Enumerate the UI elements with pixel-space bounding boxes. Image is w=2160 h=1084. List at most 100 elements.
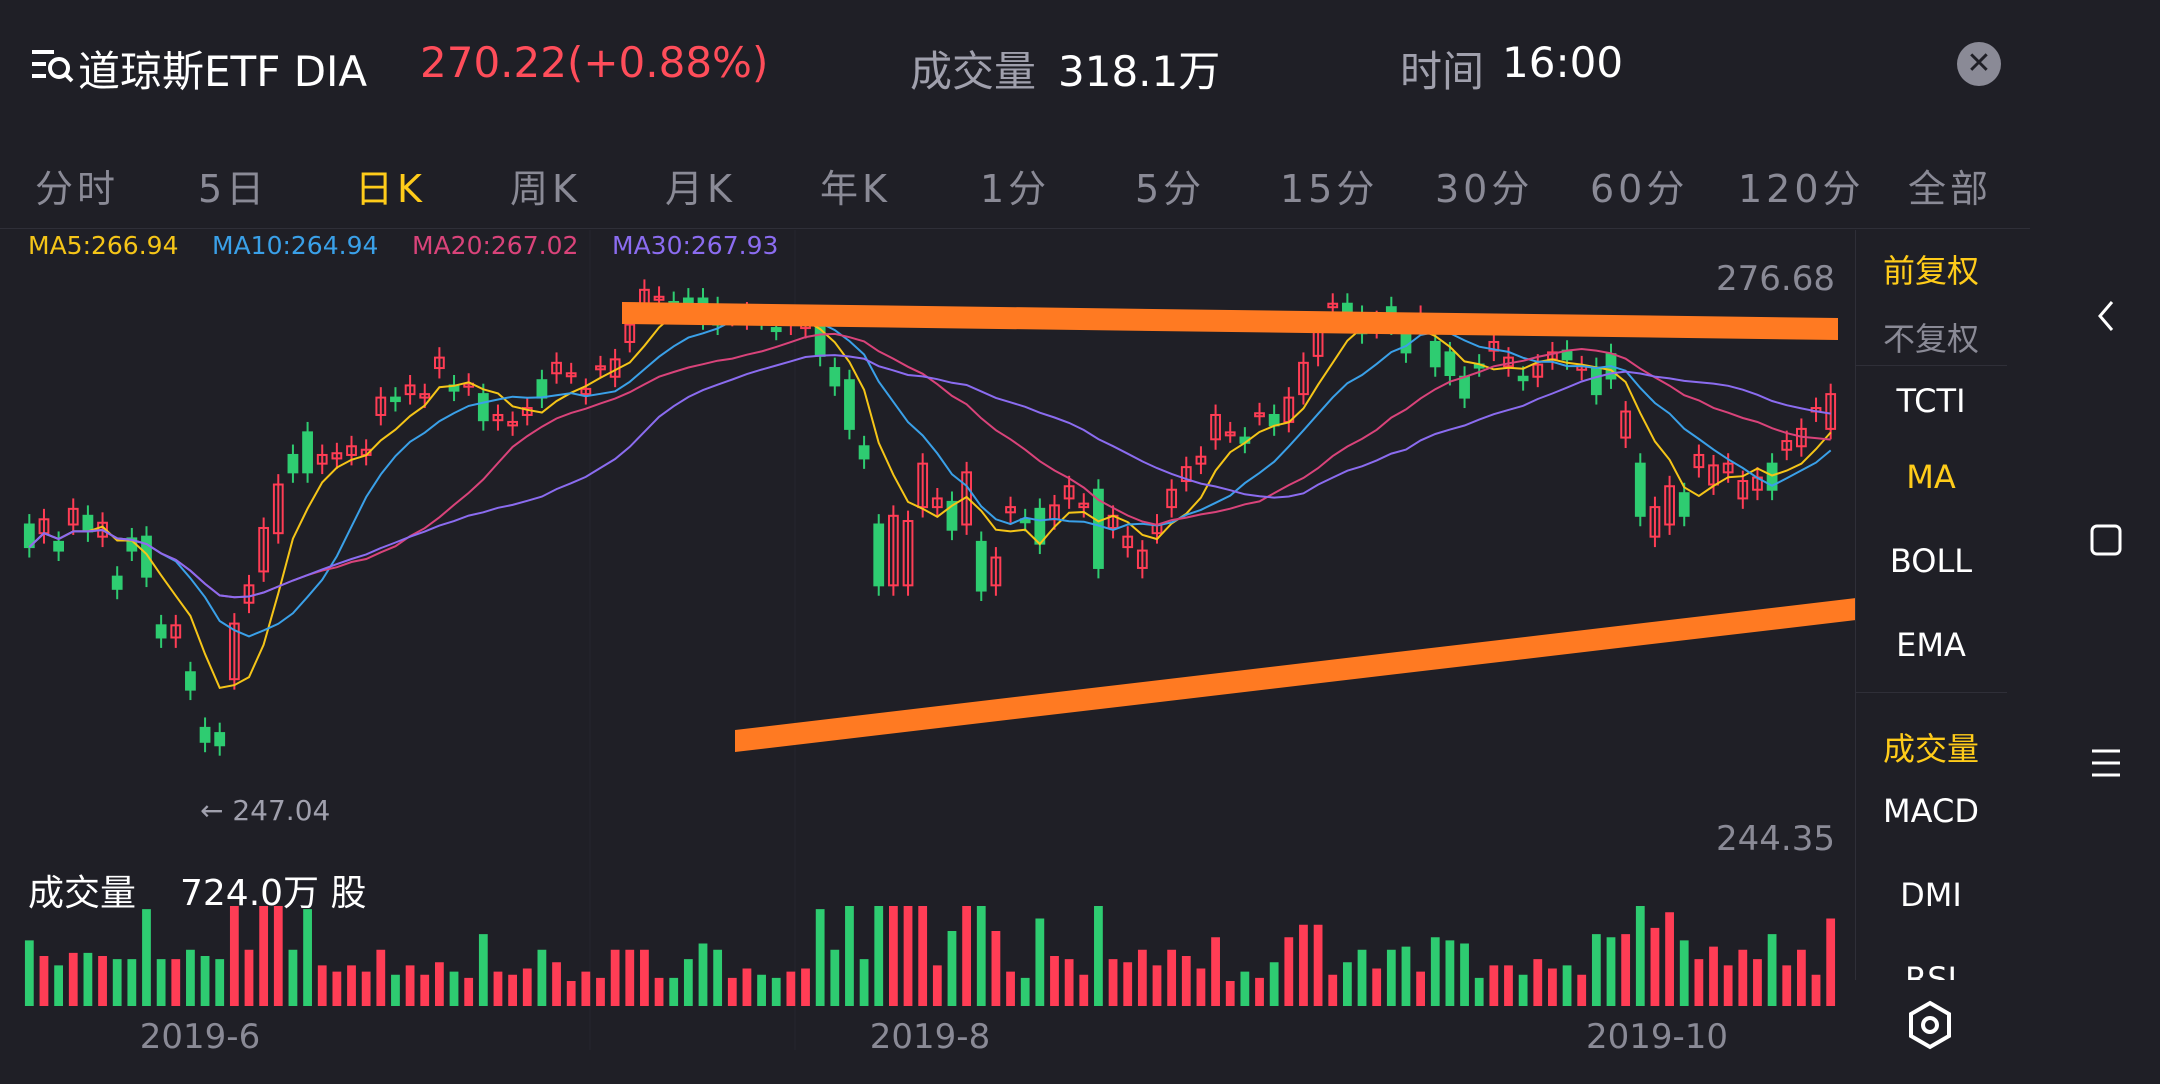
volume-bar (1255, 977, 1264, 1006)
volume-bar (1826, 918, 1836, 1006)
side-item-tcti[interactable]: TCTI (1896, 382, 1966, 420)
volume-section-label: 成交量 (28, 873, 136, 914)
close-button[interactable]: ✕ (1957, 42, 2001, 86)
tab-5min[interactable]: 5分 (1135, 167, 1206, 211)
tab-intraday[interactable]: 分时 (35, 167, 120, 211)
volume-bar (464, 977, 474, 1006)
ma10-label: MA10:264.94 (212, 231, 378, 260)
time-value: 16:00 (1502, 38, 1624, 87)
candle-up (1664, 485, 1675, 526)
volume-bar (1533, 959, 1543, 1006)
date-label-jun: 2019-6 (140, 1017, 260, 1057)
candle-up (1722, 462, 1734, 474)
kline-chart[interactable]: MA5:266.94 MA10:264.94 MA20:267.02 MA30:… (0, 230, 1907, 1080)
candle-up (258, 526, 270, 573)
candle-up (931, 497, 943, 509)
candle-up (1327, 302, 1339, 309)
candle-up (492, 413, 504, 422)
side-item-macd[interactable]: MACD (1883, 792, 1979, 830)
volume-bar (1591, 934, 1601, 1006)
side-item-dmi[interactable]: DMI (1900, 876, 1962, 914)
volume-bar (54, 965, 64, 1006)
tab-5day[interactable]: 5日 (198, 167, 269, 211)
tab-weekly-k[interactable]: 周K (510, 167, 581, 211)
candle-down (1517, 375, 1529, 382)
candle-down (199, 726, 211, 743)
candle-up (1063, 485, 1075, 500)
candle-down (829, 367, 841, 387)
volume-bar (244, 949, 254, 1006)
side-item-volume[interactable]: 成交量 (1882, 730, 1979, 768)
side-item-boll[interactable]: BOLL (1889, 542, 1973, 580)
side-item-no-adjust[interactable]: 不复权 (1882, 320, 1979, 358)
volume-bar (1357, 949, 1367, 1006)
volume-bar (727, 977, 737, 1006)
side-item-rsi[interactable]: RSI (1905, 960, 1957, 980)
volume-bar (1035, 918, 1045, 1006)
candle-down (390, 396, 401, 403)
menu-icon[interactable] (2090, 745, 2122, 781)
candle-up (1180, 466, 1192, 483)
settings-hexagon-icon[interactable] (1905, 1000, 1955, 1050)
back-icon[interactable] (2090, 298, 2122, 334)
volume-bar (434, 962, 444, 1006)
candle-down (1429, 340, 1441, 368)
volume-bar (156, 959, 166, 1006)
price-axis-high: 276.68 (1716, 259, 1835, 299)
ma5-label: MA5:266.94 (28, 231, 178, 260)
volume-bar (1269, 962, 1279, 1006)
tab-60min[interactable]: 60分 (1590, 167, 1689, 211)
volume-bar (801, 968, 810, 1006)
volume-bar (932, 965, 942, 1006)
volume-bar (874, 906, 884, 1006)
tab-yearly-k[interactable]: 年K (820, 167, 891, 211)
tab-30min[interactable]: 30分 (1435, 167, 1534, 211)
candle-up (316, 453, 328, 465)
volume-bar (1796, 949, 1806, 1006)
candle-down (1019, 518, 1031, 524)
side-item-forward-adjust[interactable]: 前复权 (1882, 252, 1979, 290)
lower-trendline (735, 592, 1907, 752)
candle-down (1634, 462, 1646, 517)
volume-bar (478, 934, 488, 1006)
side-item-ema[interactable]: EMA (1896, 626, 1966, 664)
volume-bar (1225, 981, 1235, 1006)
volume-bar (493, 971, 503, 1006)
volume-bar (522, 968, 532, 1006)
tab-120min[interactable]: 120分 (1738, 167, 1865, 211)
tab-monthly-k[interactable]: 月K (665, 167, 736, 211)
tab-all[interactable]: 全部 (1908, 167, 1993, 211)
candle-down (858, 445, 870, 460)
volume-bar (625, 949, 635, 1006)
candle-up (917, 462, 929, 509)
candle-up (419, 393, 431, 399)
home-square-icon[interactable] (2090, 522, 2122, 558)
side-item-ma[interactable]: MA (1906, 458, 1956, 496)
tab-15min[interactable]: 15分 (1280, 167, 1379, 211)
tab-1min[interactable]: 1分 (980, 167, 1051, 211)
candle-up (67, 507, 79, 526)
volume-bar (581, 971, 591, 1006)
volume-bar (1665, 912, 1674, 1006)
ma20-line (28, 332, 1831, 599)
candle-up (1649, 506, 1661, 538)
period-tabs: 分时 5日 日K 周K 月K 年K 1分 5分 15分 30分 60分 120分… (0, 140, 2030, 220)
tab-daily-k[interactable]: 日K (355, 167, 426, 211)
volume-bar (991, 931, 1001, 1006)
volume-bar (1108, 959, 1118, 1006)
candle-up (331, 452, 343, 460)
volume-bar (1123, 962, 1133, 1006)
candle-down (141, 535, 152, 578)
volume-bar (508, 974, 518, 1006)
volume-bar (200, 956, 210, 1006)
candle-up (1166, 488, 1178, 509)
candle-down (82, 514, 94, 533)
price-axis-low: 244.35 (1716, 819, 1835, 859)
candle-up (624, 323, 636, 343)
ma30-label: MA30:267.93 (612, 231, 778, 260)
volume-bar (1372, 968, 1382, 1006)
volume-bar (273, 906, 283, 1006)
kline-chart-svg[interactable]: MA5:266.94 MA10:264.94 MA20:267.02 MA30:… (0, 230, 1907, 1080)
volume-bar (1518, 974, 1528, 1006)
list-search-icon[interactable] (30, 44, 74, 88)
